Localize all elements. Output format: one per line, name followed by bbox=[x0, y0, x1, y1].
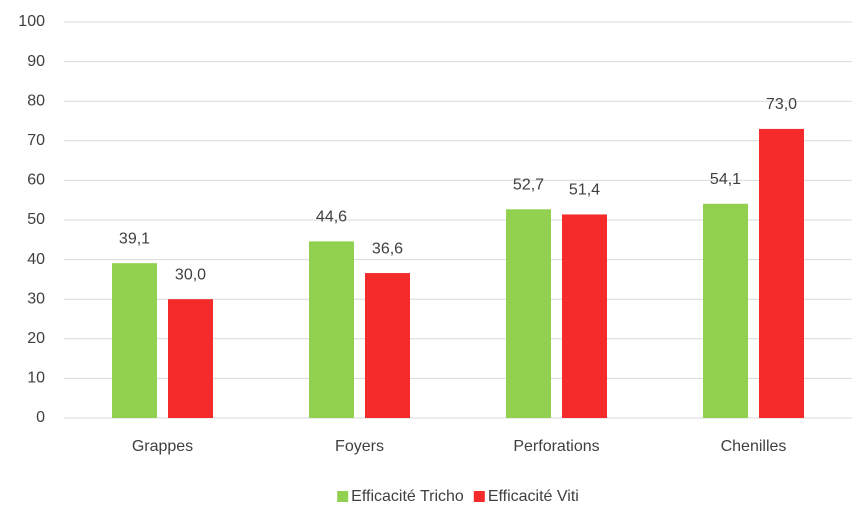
x-tick-label: Chenilles bbox=[721, 438, 787, 455]
bar bbox=[112, 263, 157, 418]
bar bbox=[506, 209, 551, 418]
y-tick-label: 10 bbox=[27, 370, 45, 387]
y-tick-label: 80 bbox=[27, 92, 45, 109]
y-tick-label: 50 bbox=[27, 211, 45, 228]
y-tick-label: 90 bbox=[27, 53, 45, 70]
y-tick-label: 60 bbox=[27, 172, 45, 189]
y-tick-label: 0 bbox=[36, 409, 45, 426]
bar bbox=[365, 273, 410, 418]
y-tick-label: 40 bbox=[27, 251, 45, 268]
bar bbox=[309, 241, 354, 418]
legend-swatch bbox=[337, 491, 349, 502]
legend-label: Efficacité Tricho bbox=[351, 488, 464, 505]
value-label: 73,0 bbox=[766, 96, 797, 113]
bar bbox=[562, 214, 607, 418]
legend-label: Efficacité Viti bbox=[488, 488, 579, 505]
bar bbox=[759, 128, 804, 419]
y-tick-label: 70 bbox=[27, 132, 45, 149]
value-label: 54,1 bbox=[710, 171, 741, 188]
x-tick-label: Foyers bbox=[335, 438, 384, 455]
x-tick-label: Perforations bbox=[513, 438, 599, 455]
y-tick-label: 30 bbox=[27, 290, 45, 307]
y-tick-label: 100 bbox=[18, 13, 45, 30]
value-label: 51,4 bbox=[569, 182, 600, 199]
value-label: 30,0 bbox=[175, 266, 206, 283]
value-label: 39,1 bbox=[119, 230, 150, 247]
value-label: 44,6 bbox=[316, 209, 347, 226]
value-label: 36,6 bbox=[372, 240, 403, 257]
value-label: 52,7 bbox=[513, 177, 544, 194]
y-tick-label: 20 bbox=[27, 330, 45, 347]
bar bbox=[703, 203, 748, 418]
x-tick-label: Grappes bbox=[132, 438, 193, 455]
bar bbox=[168, 299, 213, 418]
legend-swatch bbox=[473, 491, 485, 502]
